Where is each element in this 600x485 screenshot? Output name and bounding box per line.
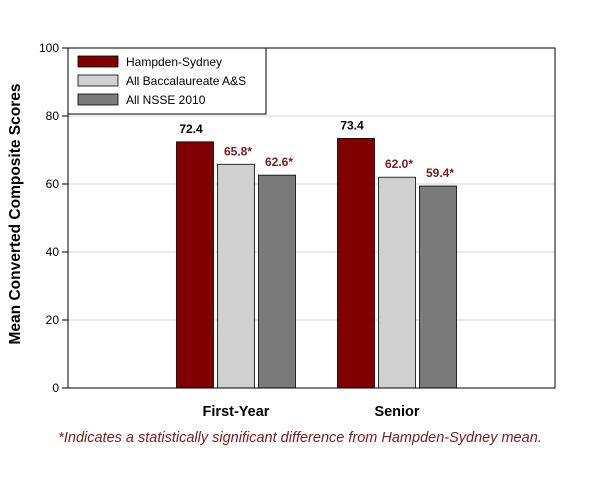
bar: [176, 141, 214, 389]
x-tick-label: Senior: [374, 404, 419, 420]
data-label: 72.4: [179, 122, 203, 136]
gridlines: [68, 115, 555, 321]
x-tick-label: First-Year: [203, 404, 270, 420]
bar: [258, 174, 296, 389]
bars: 72.4 65.8* 62.6* 73.4 62.0* 59.4*: [176, 118, 457, 389]
y-tick-label: 60: [46, 177, 60, 191]
legend-label: All Baccalaureate A&S: [126, 74, 246, 88]
data-label: 59.4*: [426, 166, 454, 180]
bar: [217, 163, 255, 389]
footnote: *Indicates a statistically significant d…: [58, 430, 542, 446]
bar: [419, 185, 457, 389]
data-label: 62.6*: [265, 155, 293, 169]
legend-label: Hampden-Sydney: [126, 55, 222, 69]
y-tick-label: 80: [46, 109, 60, 123]
bar: [378, 176, 416, 389]
y-tick-label: 100: [39, 41, 59, 55]
bar: [337, 138, 375, 389]
legend-swatch: [77, 93, 119, 106]
data-label: 65.8*: [224, 144, 252, 158]
legend-label: All NSSE 2010: [126, 93, 206, 107]
legend-swatch: [77, 74, 119, 87]
y-tick-label: 20: [46, 313, 60, 327]
axes: First-Year Senior 0 20 40 60 80 100 Mean Convert…: [7, 41, 556, 420]
data-label: 73.4: [340, 118, 364, 132]
data-label: 62.0*: [385, 157, 413, 171]
y-tick-label: 40: [46, 245, 60, 259]
plot-frame: [67, 47, 556, 389]
legend-swatch: [77, 55, 119, 68]
y-axis-title: Mean Converted Composite Scores: [7, 84, 24, 345]
y-tick-label: 0: [52, 381, 59, 395]
legend: Hampden-Sydney All Baccalaureate A&S All N…: [67, 47, 267, 115]
